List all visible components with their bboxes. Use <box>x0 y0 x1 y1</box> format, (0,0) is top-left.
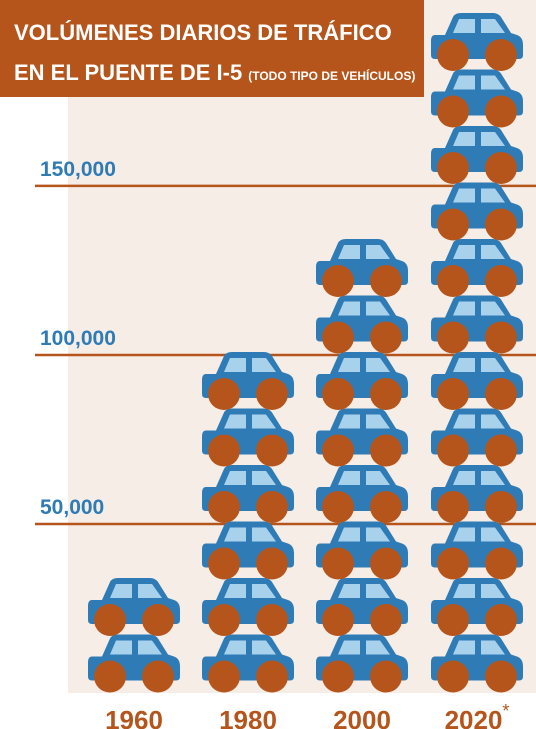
car-wheel <box>322 378 354 410</box>
car-wheel <box>94 604 126 636</box>
car-wheel <box>208 604 240 636</box>
car-wheel <box>485 378 517 410</box>
car-wheel <box>256 435 288 467</box>
car-wheel <box>256 661 288 693</box>
car-wheel <box>437 378 469 410</box>
car-wheel <box>370 604 402 636</box>
car-wheel <box>370 491 402 523</box>
car-wheel <box>437 435 469 467</box>
car-wheel <box>322 661 354 693</box>
car-wheel <box>370 435 402 467</box>
car-wheel <box>256 378 288 410</box>
car-wheel <box>485 39 517 71</box>
y-tick-label: 50,000 <box>40 496 104 519</box>
car-wheel <box>256 604 288 636</box>
car-wheel <box>437 604 469 636</box>
car-wheel <box>437 152 469 184</box>
x-tick-label: 1980 <box>219 705 277 729</box>
car-wheel <box>322 265 354 297</box>
x-tick-label: 1960 <box>105 705 163 729</box>
car-wheel <box>485 435 517 467</box>
car-wheel <box>370 378 402 410</box>
car-wheel <box>322 322 354 354</box>
car-wheel <box>322 548 354 580</box>
car-wheel <box>437 265 469 297</box>
footnote-marker: * <box>502 701 509 721</box>
car-wheel <box>256 548 288 580</box>
car-wheel <box>437 209 469 241</box>
chart-title: VOLÚMENES DIARIOS DE TRÁFICO <box>14 20 392 45</box>
car-wheel <box>485 604 517 636</box>
car-wheel <box>485 661 517 693</box>
car-wheel <box>485 152 517 184</box>
car-wheel <box>256 491 288 523</box>
car-wheel <box>94 661 126 693</box>
x-tick-label: 2000 <box>333 705 391 729</box>
car-wheel <box>437 661 469 693</box>
car-wheel <box>208 661 240 693</box>
car-wheel <box>208 435 240 467</box>
car-wheel <box>322 604 354 636</box>
car-wheel <box>437 322 469 354</box>
car-wheel <box>208 491 240 523</box>
category-label: 2000 <box>333 705 391 729</box>
car-wheel <box>208 548 240 580</box>
car-wheel <box>437 491 469 523</box>
x-tick-label: 2020* <box>445 701 510 729</box>
car-wheel <box>208 378 240 410</box>
car-wheel <box>485 322 517 354</box>
car-wheel <box>437 39 469 71</box>
car-wheel <box>142 604 174 636</box>
category-label: 1960 <box>105 705 163 729</box>
car-wheel <box>437 548 469 580</box>
chart-subtitle: (TODO TIPO DE VEHÍCULOS) <box>248 68 415 83</box>
car-wheel <box>485 209 517 241</box>
car-wheel <box>437 96 469 128</box>
car-wheel <box>322 435 354 467</box>
car-wheel <box>142 661 174 693</box>
y-tick-label: 100,000 <box>40 327 116 350</box>
category-label: 2020 <box>445 705 503 729</box>
chart: 50,000 100,000 150,000 VOLÚMENES DIARIOS D… <box>0 0 536 729</box>
car-wheel <box>370 265 402 297</box>
car-wheel <box>485 548 517 580</box>
car-wheel <box>485 96 517 128</box>
car-wheel <box>370 548 402 580</box>
category-label: 1980 <box>219 705 277 729</box>
car-wheel <box>322 491 354 523</box>
chart-title-line: EN EL PUENTE DE I-5 <box>14 60 242 85</box>
car-wheel <box>485 491 517 523</box>
y-tick-label: 150,000 <box>40 158 116 181</box>
car-wheel <box>370 661 402 693</box>
car-wheel <box>485 265 517 297</box>
car-wheel <box>370 322 402 354</box>
